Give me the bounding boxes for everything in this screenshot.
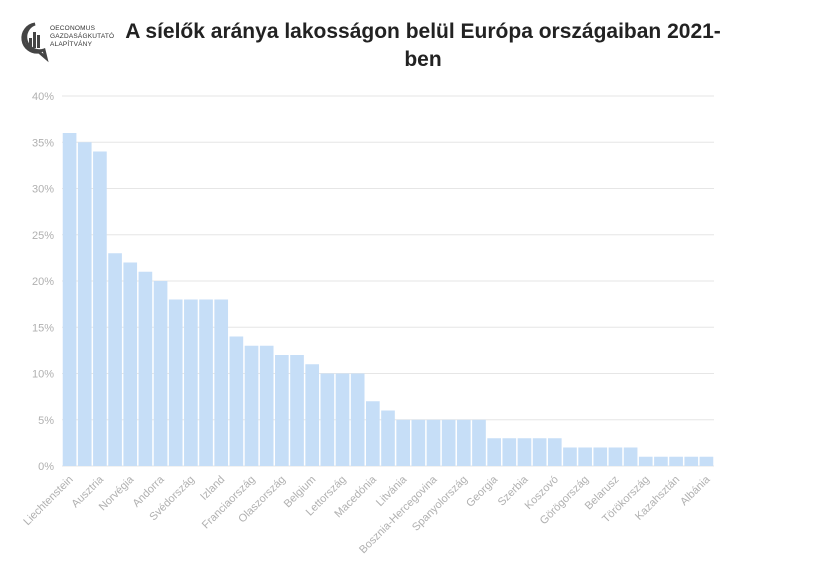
bar — [153, 281, 168, 466]
bar — [123, 262, 138, 466]
bar — [472, 419, 486, 466]
bars-layer — [62, 133, 714, 466]
bar — [456, 419, 471, 466]
bar — [138, 271, 153, 466]
bar — [381, 410, 395, 466]
bar — [411, 419, 426, 466]
logo-line: OECONOMUS — [50, 25, 96, 32]
bar — [699, 456, 714, 466]
bar — [563, 447, 577, 466]
bar — [593, 447, 608, 466]
bar — [184, 299, 198, 466]
y-tick-label: 35% — [32, 137, 54, 149]
bar — [578, 447, 592, 466]
bar — [320, 373, 335, 466]
bar — [259, 345, 274, 466]
bar — [350, 373, 365, 466]
bar — [305, 364, 320, 466]
logo-mark-icon — [21, 22, 49, 63]
bar — [93, 151, 107, 466]
x-tick-label: Georgia — [464, 473, 501, 510]
logo-line: ALAPÍTVÁNY — [50, 41, 93, 48]
x-tick-label: Albánia — [678, 473, 713, 508]
y-tick-label: 0% — [38, 461, 54, 473]
y-tick-label: 15% — [32, 322, 54, 334]
bar — [244, 345, 259, 466]
logo-text: OECONOMUS GAZDASÁGKUTATÓ ALAPÍTVÁNY — [50, 25, 114, 49]
bar — [638, 456, 653, 466]
bar — [290, 355, 304, 466]
x-tick-label: Spanyolország — [410, 474, 470, 534]
bar — [275, 355, 289, 466]
bar — [199, 299, 213, 466]
bar — [684, 456, 699, 466]
y-axis-ticks: 0% 5% 10% 15% 20% 25% 30% 35% 40% — [32, 91, 54, 473]
bar — [214, 299, 229, 466]
bar — [77, 142, 92, 466]
bar — [654, 456, 668, 466]
bar — [623, 447, 638, 466]
bar — [441, 419, 456, 466]
logo: OECONOMUS GAZDASÁGKUTATÓ ALAPÍTVÁNY — [20, 20, 120, 64]
bar — [366, 401, 380, 466]
x-axis-ticks: LiechtensteinAusztriaNorvégiaAndorraSvéd… — [21, 473, 713, 556]
x-tick-label: Liechtenstein — [21, 474, 75, 528]
bar — [547, 438, 562, 466]
y-tick-label: 40% — [32, 91, 54, 103]
bar — [608, 447, 623, 466]
y-tick-label: 10% — [32, 369, 54, 381]
bar — [669, 456, 683, 466]
y-tick-label: 20% — [32, 276, 54, 288]
bar — [108, 253, 122, 466]
bar — [229, 336, 244, 466]
y-tick-label: 25% — [32, 230, 54, 242]
bar — [532, 438, 547, 466]
x-tick-label: Franciaország — [200, 474, 258, 532]
bar — [396, 419, 410, 466]
bar — [426, 419, 441, 466]
bar — [335, 373, 350, 466]
y-tick-label: 5% — [38, 415, 54, 427]
bar — [517, 438, 532, 466]
bar — [168, 299, 183, 466]
logo-line: GAZDASÁGKUTATÓ — [50, 33, 115, 40]
bar — [62, 133, 77, 466]
bar — [487, 438, 501, 466]
chart-title: A síelők aránya lakosságon belül Európa … — [125, 20, 721, 71]
bar — [502, 438, 517, 466]
y-tick-label: 30% — [32, 184, 54, 196]
